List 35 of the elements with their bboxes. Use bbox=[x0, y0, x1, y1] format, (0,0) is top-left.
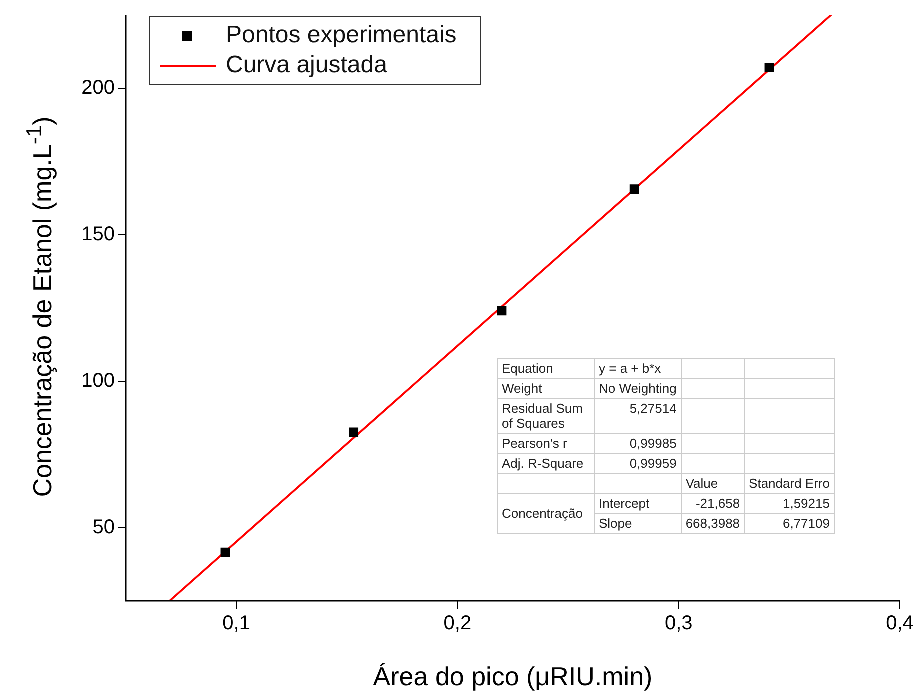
point bbox=[630, 184, 640, 194]
annotation: 0,99985 bbox=[594, 434, 682, 454]
annotation: Equation bbox=[498, 358, 594, 378]
y-tick-label: 100 bbox=[82, 370, 115, 392]
legend-label: Pontos experimentais bbox=[226, 22, 457, 49]
annotation: 6,77109 bbox=[744, 514, 834, 534]
annotation: Concentração bbox=[498, 494, 594, 534]
point bbox=[497, 306, 507, 316]
x-tick-label: 0,2 bbox=[444, 612, 472, 635]
annotation: 668,3988 bbox=[681, 514, 745, 534]
annotation: Residual Sum of Squares bbox=[498, 398, 594, 434]
annotation: 0,99959 bbox=[594, 454, 682, 474]
x-tick-label: 0,4 bbox=[886, 612, 914, 635]
x-tick-label: 0,3 bbox=[664, 612, 693, 635]
annotation: Adj. R-Square bbox=[498, 454, 594, 474]
annotation: No Weighting bbox=[594, 378, 682, 398]
y-tick-label: 150 bbox=[82, 223, 115, 246]
annotation: Intercept bbox=[594, 494, 682, 514]
annotation: Value bbox=[681, 474, 745, 494]
y-tick-label: 200 bbox=[82, 76, 115, 99]
point bbox=[764, 63, 774, 72]
x-tick-label: 0,1 bbox=[222, 612, 250, 635]
annotation: 1,59215 bbox=[744, 494, 834, 514]
point bbox=[349, 428, 359, 438]
point bbox=[220, 548, 230, 558]
y-tick-label: 50 bbox=[92, 516, 115, 538]
x-axis-title: Área do pico (μRIU.min) bbox=[373, 662, 653, 692]
annotation: y = a + b*x bbox=[594, 358, 682, 378]
annotation: Pearson's r bbox=[498, 434, 594, 454]
legend-label: Curva ajustada bbox=[226, 52, 388, 79]
annotation: Slope bbox=[594, 514, 682, 534]
annotation: 5,27514 bbox=[594, 398, 682, 434]
annotation: -21,658 bbox=[681, 494, 745, 514]
annotation: Weight bbox=[498, 378, 594, 398]
annotation: Standard Erro bbox=[744, 474, 834, 494]
